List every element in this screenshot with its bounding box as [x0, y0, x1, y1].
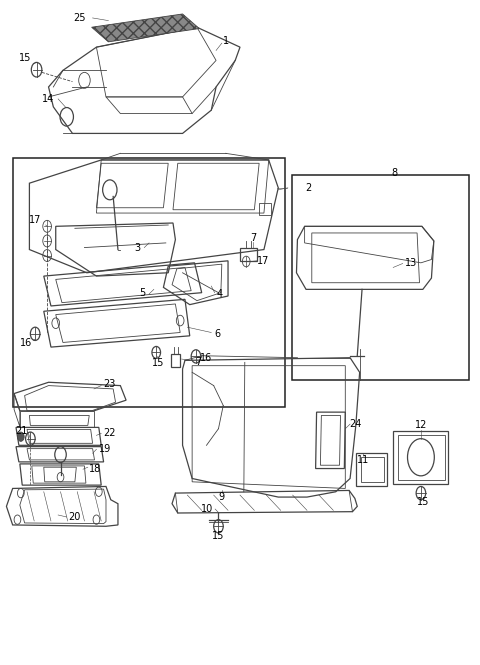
Circle shape — [17, 432, 24, 442]
Text: 17: 17 — [29, 215, 42, 225]
Text: 24: 24 — [349, 419, 362, 429]
Text: 7: 7 — [195, 357, 202, 367]
Text: 21: 21 — [15, 426, 28, 436]
Text: 14: 14 — [41, 94, 54, 104]
Text: 11: 11 — [357, 455, 370, 465]
Text: 5: 5 — [139, 288, 145, 298]
Bar — [259, 203, 271, 215]
Text: 13: 13 — [405, 259, 417, 269]
Text: 15: 15 — [212, 531, 225, 541]
Text: 20: 20 — [69, 512, 81, 522]
Text: 18: 18 — [89, 464, 102, 473]
Text: 22: 22 — [104, 428, 116, 438]
Polygon shape — [92, 14, 199, 42]
Text: 23: 23 — [104, 379, 116, 389]
Text: 17: 17 — [257, 256, 269, 266]
Text: 16: 16 — [200, 352, 213, 362]
Text: 9: 9 — [219, 492, 225, 502]
Text: 1: 1 — [223, 35, 228, 45]
Text: 12: 12 — [415, 420, 427, 430]
Text: 16: 16 — [20, 338, 32, 348]
Text: 8: 8 — [391, 168, 397, 178]
Text: 7: 7 — [250, 233, 256, 243]
Text: 15: 15 — [19, 53, 32, 63]
Bar — [12, 158, 286, 407]
Bar — [292, 174, 469, 380]
Text: 6: 6 — [214, 329, 220, 339]
Text: 10: 10 — [201, 504, 214, 514]
Text: 2: 2 — [305, 183, 311, 193]
Text: 4: 4 — [216, 289, 223, 299]
Text: 15: 15 — [153, 358, 165, 368]
Text: 15: 15 — [417, 497, 429, 507]
Text: 3: 3 — [134, 243, 140, 253]
Text: 25: 25 — [73, 13, 86, 23]
Text: 19: 19 — [99, 444, 111, 454]
